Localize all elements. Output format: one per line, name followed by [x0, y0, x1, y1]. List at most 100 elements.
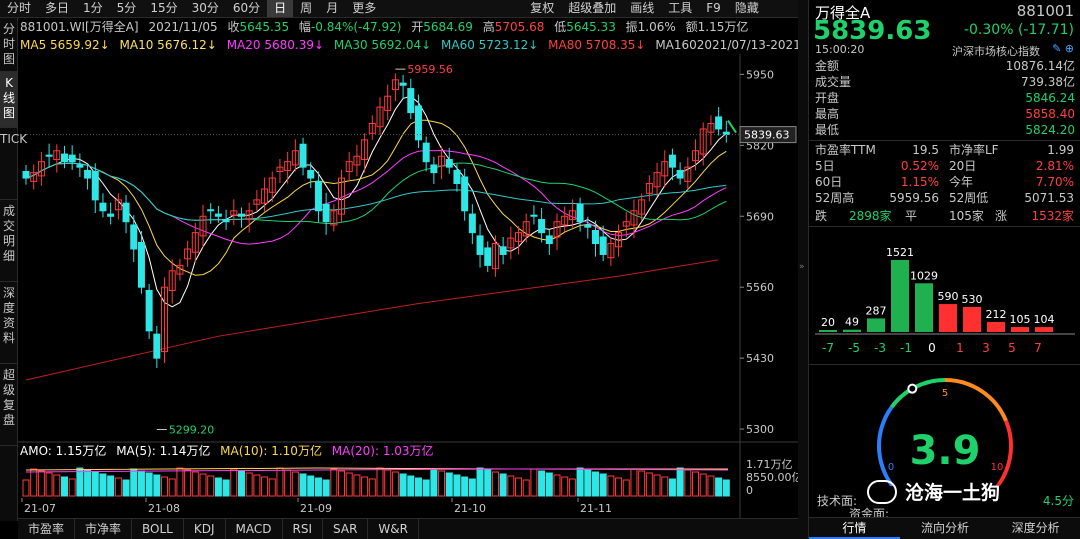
tab-5min[interactable]: 5分 [116, 1, 137, 15]
volume-bar [653, 474, 661, 497]
adjust-button[interactable]: 复权 [530, 1, 555, 15]
volume-ma20-line [25, 468, 729, 473]
candle-body [22, 171, 30, 179]
high52-label: 52周高 [815, 191, 855, 205]
candle-body [84, 169, 92, 179]
dist-value: 104 [1034, 313, 1055, 326]
candle-body [222, 219, 230, 223]
tech-label: 技术面: [817, 494, 858, 508]
f9-button[interactable]: F9 [706, 1, 721, 15]
x-tick-label: 21-08 [148, 502, 180, 515]
index-name: 万得全A [815, 4, 871, 22]
x-tick-label: 21-10 [454, 502, 486, 515]
candle-body [507, 237, 515, 249]
candle-body [191, 232, 199, 253]
volume-bar [130, 468, 138, 497]
volume-bar [168, 478, 176, 497]
tab-60min[interactable]: 60分 [232, 1, 261, 15]
tools-button[interactable]: 工具 [668, 1, 693, 15]
candle-body [715, 116, 723, 130]
nav-tick[interactable]: TICK [0, 128, 27, 200]
tab-flow-analysis[interactable]: 流向分析 [921, 521, 970, 535]
volume-bar [391, 471, 399, 497]
tab-month[interactable]: 月 [326, 1, 339, 15]
overlay-button[interactable]: 超级叠加 [568, 1, 617, 15]
volume-bar [399, 473, 407, 497]
candle-body [284, 161, 292, 171]
candle-body [591, 229, 599, 245]
candle-body [661, 161, 669, 177]
tab-sar[interactable]: SAR [323, 519, 369, 539]
dist-label: -7 [822, 341, 834, 355]
index-category: 沪深市场核心指数 [952, 45, 1040, 58]
amo-legend-row: AMO: 1.15万亿 MA(5): 1.14万亿 MA(10): 1.10万亿… [20, 442, 440, 460]
volume-bar [191, 471, 199, 497]
candle-body [153, 333, 161, 359]
nav-trade-detail[interactable]: 成交明细 [0, 200, 18, 282]
edit-icon[interactable]: ✎ ⊕ [1052, 42, 1074, 55]
candle-body [638, 199, 646, 215]
volume-bar [284, 469, 292, 497]
volume-tick-label: 0 [746, 484, 753, 497]
max-annotation: 5959.56 [407, 63, 453, 76]
volume-bar [345, 472, 353, 497]
hide-button[interactable]: 隐藏 [734, 1, 759, 15]
tab-1min[interactable]: 1分 [83, 1, 103, 15]
draw-line-button[interactable]: 画线 [630, 1, 655, 15]
volume-bar [137, 470, 145, 497]
ma30-legend: MA30 5692.04↓ [333, 38, 432, 52]
quote-row-label: 开盘 [815, 91, 840, 105]
tab-30min[interactable]: 30分 [191, 1, 219, 15]
volume-bar [207, 475, 215, 497]
tab-day[interactable]: 日 [267, 0, 294, 17]
tab-rsi[interactable]: RSI [283, 519, 324, 539]
trend-arrow-icon [727, 120, 737, 134]
volume-bar [530, 468, 538, 497]
tab-pe[interactable]: 市盈率 [18, 519, 76, 539]
tab-depth-analysis[interactable]: 深度分析 [1011, 521, 1060, 535]
ma80-legend: MA80 5708.35↓ [548, 38, 646, 52]
nav-depth-data[interactable]: 深度资料 [0, 282, 18, 364]
expand-arrows-icon[interactable]: » [799, 262, 805, 272]
amp-label: 幅 [298, 20, 311, 34]
dist-value: 212 [986, 308, 1007, 321]
volume-bar [361, 476, 369, 497]
candle-body [668, 154, 676, 168]
rise-count: 1532家 [1031, 209, 1074, 223]
tab-week[interactable]: 周 [300, 1, 313, 15]
candle-body [476, 235, 484, 255]
candle-body [607, 243, 615, 259]
tab-kdj[interactable]: KDJ [184, 519, 226, 539]
tab-pb[interactable]: 市净率 [75, 519, 133, 539]
volume-bar [37, 470, 45, 497]
tab-fenshi[interactable]: 分时 [7, 1, 32, 15]
swing-value: 1.06% [637, 20, 676, 34]
nav-super-review[interactable]: 超级复盘 [0, 364, 18, 446]
candle-body [207, 209, 215, 212]
nav-fenshi-chart[interactable]: 分时图 [0, 18, 18, 72]
tab-quote[interactable]: 行情 [809, 518, 900, 539]
volume-bar [692, 471, 700, 497]
volume-bar [468, 478, 476, 497]
pb-label: 市净率LF [949, 143, 999, 157]
tab-multi-day[interactable]: 多日 [45, 1, 70, 15]
panel-collapse-handle[interactable]: » [798, 0, 808, 539]
nav-kline-chart[interactable]: K线图 [0, 72, 18, 128]
index-code: 881001.WI[万得全A] [20, 20, 139, 34]
tab-more[interactable]: 更多 [352, 1, 377, 15]
tab-boll[interactable]: BOLL [132, 519, 184, 539]
candle-body [645, 183, 653, 194]
tab-wr[interactable]: W&R [368, 519, 419, 539]
volume-ma10-line [25, 467, 728, 471]
low52-value: 5071.53 [1024, 191, 1074, 205]
tab-macd[interactable]: MACD [226, 519, 283, 539]
tab-15min[interactable]: 15分 [150, 1, 178, 15]
quote-date: 2021/11/05 [148, 20, 218, 34]
y-tick-label: 5560 [746, 281, 774, 294]
volume-bar [499, 473, 507, 497]
candle-body [30, 172, 38, 182]
volume-bar [476, 467, 484, 497]
dist-value: 105 [1010, 313, 1031, 326]
